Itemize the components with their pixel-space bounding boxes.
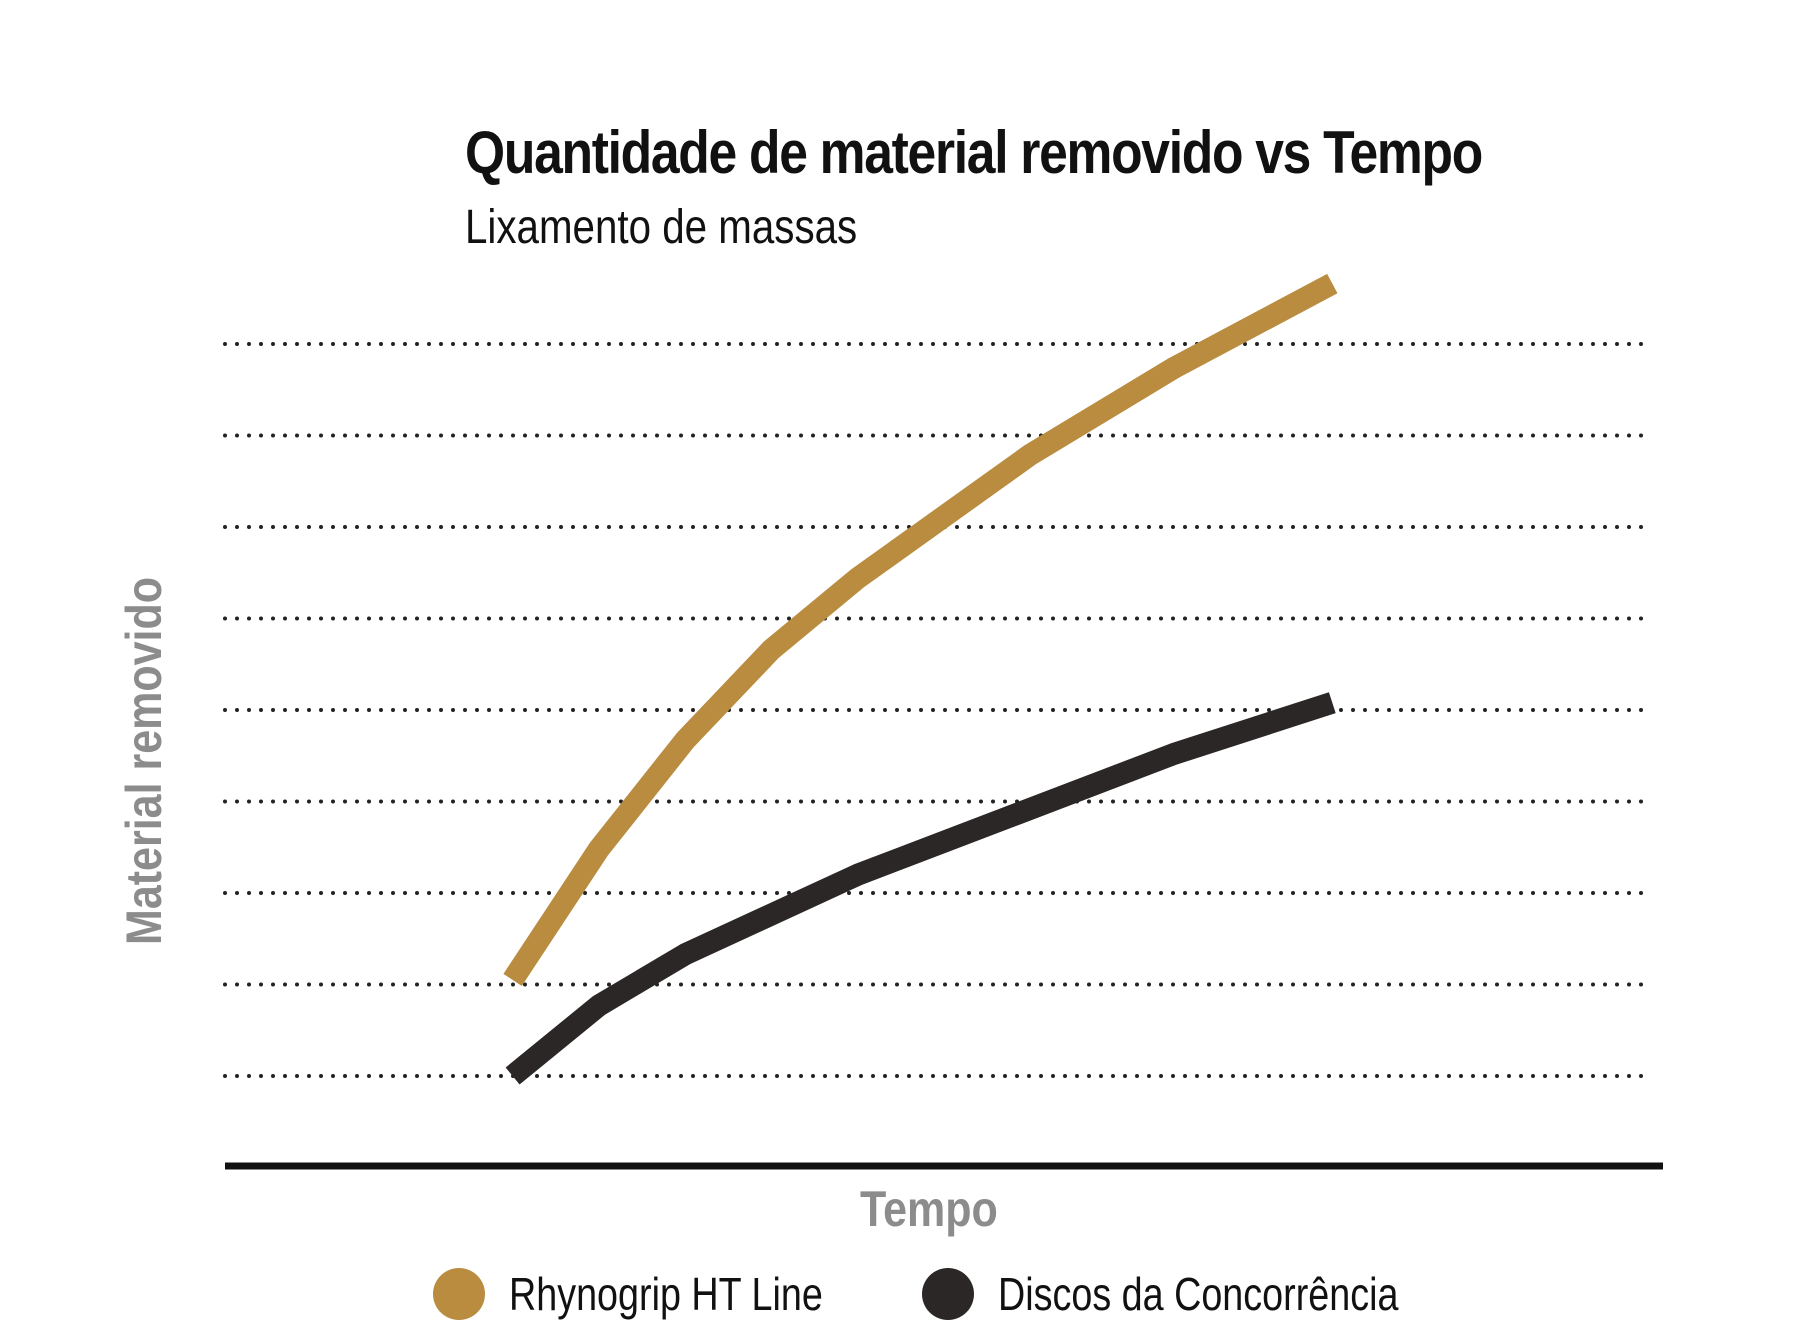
- chart-subtitle: Lixamento de massas: [465, 201, 858, 254]
- chart-title: Quantidade de material removido vs Tempo: [465, 119, 1483, 186]
- legend-swatch-rhynogrip: [433, 1268, 485, 1320]
- y-axis-label: Material removido: [116, 577, 172, 945]
- legend-item-concorrencia: Discos da Concorrência: [922, 1266, 1486, 1322]
- legend-label-concorrencia: Discos da Concorrência: [998, 1268, 1399, 1320]
- legend-swatch-concorrencia: [922, 1268, 974, 1320]
- legend-label-rhynogrip: Rhynogrip HT Line: [509, 1268, 823, 1320]
- legend-item-rhynogrip: Rhynogrip HT Line: [433, 1266, 892, 1322]
- series-line-concorrencia: [505, 692, 1336, 1085]
- series-lines: [503, 273, 1338, 1085]
- x-axis-label: Tempo: [860, 1181, 998, 1237]
- series-line-rhynogrip: [503, 273, 1338, 986]
- grid-lines: [223, 342, 1654, 1078]
